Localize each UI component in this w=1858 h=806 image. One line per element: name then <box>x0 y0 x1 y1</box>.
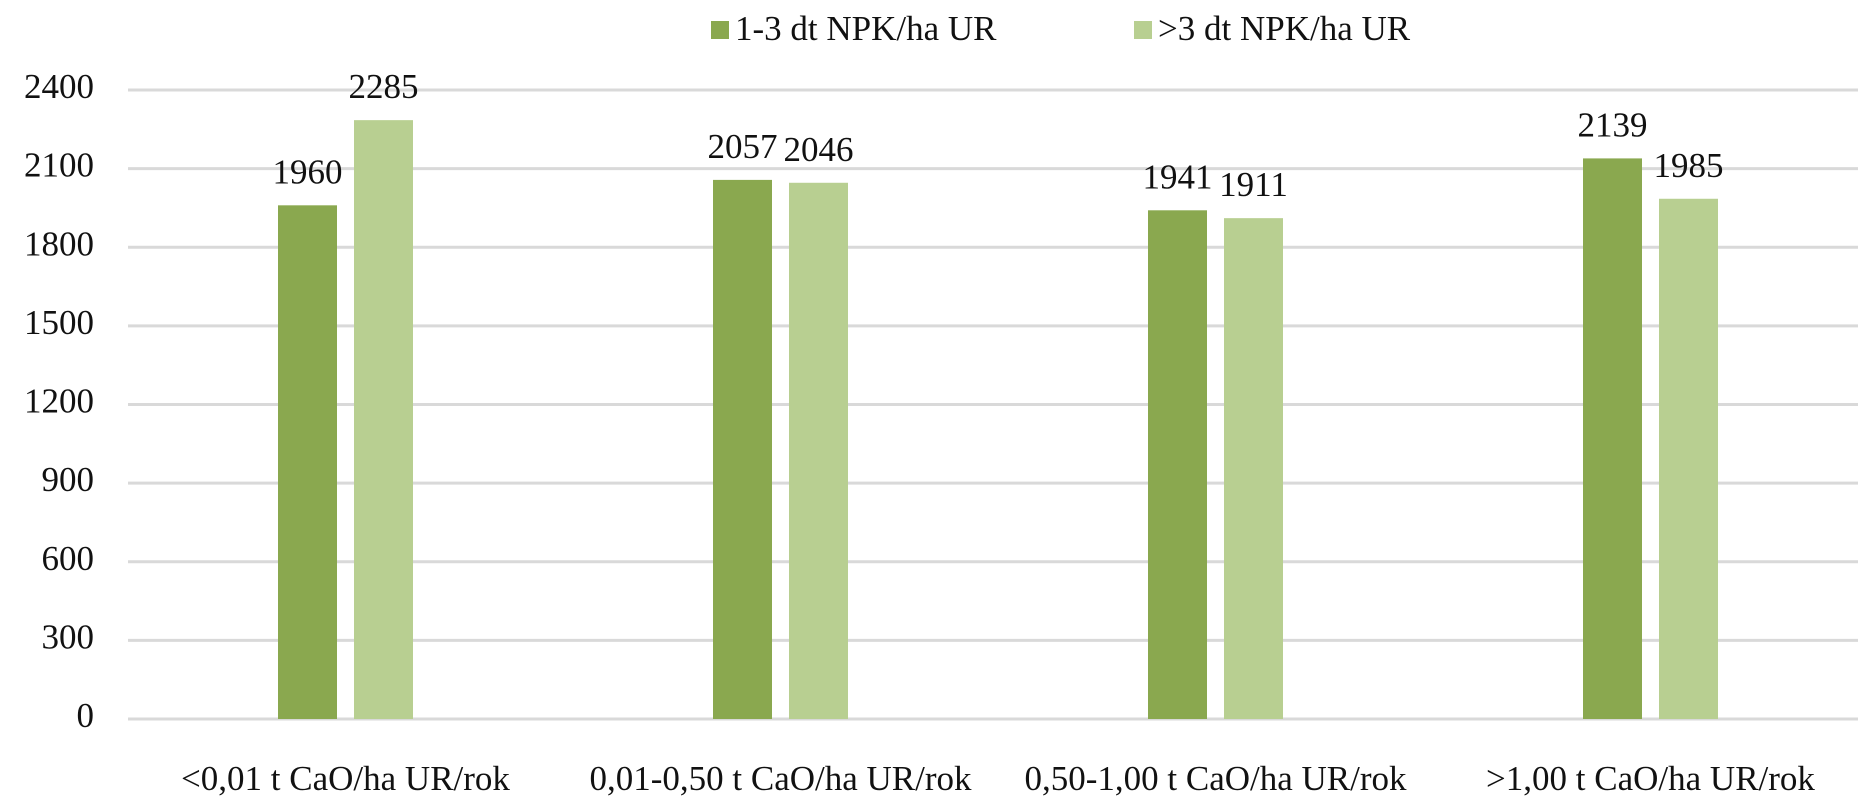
y-tick-label: 1800 <box>24 224 94 263</box>
legend-swatch <box>711 21 729 39</box>
bar <box>1659 198 1718 719</box>
data-label: 2057 <box>708 127 778 166</box>
legend-swatch <box>1134 21 1152 39</box>
x-tick-label: <0,01 t CaO/ha UR/rok <box>181 759 510 798</box>
bar <box>713 179 772 719</box>
y-tick-label: 1200 <box>24 382 94 421</box>
y-tick-label: 1500 <box>24 303 94 342</box>
bar <box>354 120 413 719</box>
data-label: 2046 <box>784 130 854 169</box>
data-label: 1941 <box>1143 157 1213 196</box>
y-tick-label: 2400 <box>24 67 94 106</box>
bar <box>1148 210 1207 719</box>
x-tick-label: 0,50-1,00 t CaO/ha UR/rok <box>1024 759 1407 798</box>
bar <box>789 182 848 720</box>
data-label: 1985 <box>1654 146 1724 185</box>
y-tick-label: 900 <box>42 460 95 499</box>
data-label: 2285 <box>349 67 419 106</box>
x-tick-label: 0,01-0,50 t CaO/ha UR/rok <box>589 759 972 798</box>
y-tick-label: 600 <box>42 539 95 578</box>
legend-label: 1-3 dt NPK/ha UR <box>735 9 997 48</box>
bar <box>1583 158 1642 719</box>
x-tick-label: >1,00 t CaO/ha UR/rok <box>1486 759 1815 798</box>
bar <box>278 205 337 720</box>
legend-label: >3 dt NPK/ha UR <box>1158 9 1411 48</box>
bar <box>1224 218 1283 719</box>
y-tick-label: 0 <box>77 696 95 735</box>
data-label: 1960 <box>273 152 343 191</box>
y-tick-label: 2100 <box>24 146 94 185</box>
data-label: 1911 <box>1219 165 1288 204</box>
y-tick-label: 300 <box>42 617 95 656</box>
data-label: 2139 <box>1578 105 1648 144</box>
